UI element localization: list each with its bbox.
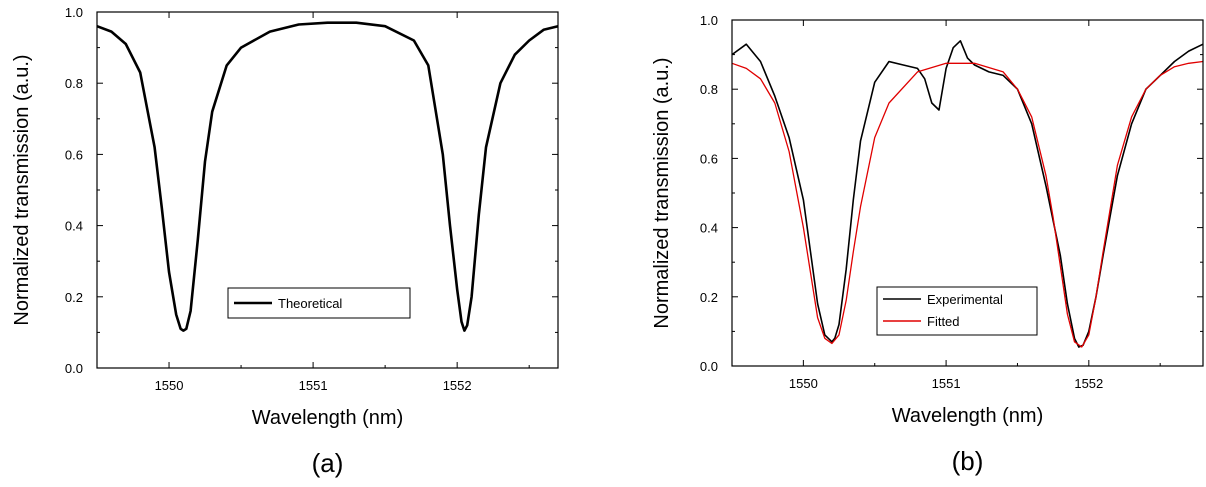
y-tick-label: 0.4	[700, 221, 718, 236]
x-axis-label: Wavelength (nm)	[252, 407, 404, 429]
panel-label: (a)	[312, 448, 344, 478]
y-tick-label: 0.8	[700, 82, 718, 97]
y-tick-label: 0.6	[700, 151, 718, 166]
y-tick-label: 1.0	[700, 13, 718, 28]
y-axis-label: Normalized transmission (a.u.)	[11, 54, 33, 325]
chart-panel-b: 1550 1551 1552 0.0 0.2 0.4 0.6 0.8 1.0 Wavelength…	[651, 13, 1204, 476]
y-tick-label: 0.2	[65, 290, 83, 305]
y-tick-label: 0.0	[65, 361, 83, 376]
x-tick-label: 1552	[443, 378, 472, 393]
x-tick-label: 1551	[299, 378, 328, 393]
legend-label-fitted: Fitted	[927, 314, 960, 329]
y-tick-label: 0.0	[700, 359, 718, 374]
legend: Theoretical	[227, 287, 411, 319]
series-line-fitted	[731, 60, 1204, 348]
y-tick-label: 0.8	[65, 76, 83, 91]
y-tick-label: 1.0	[65, 5, 83, 20]
x-tick-label: 1550	[789, 376, 818, 391]
legend-label-theoretical: Theoretical	[278, 296, 342, 311]
legend-label-experimental: Experimental	[927, 292, 1003, 307]
x-tick-label: 1552	[1074, 376, 1103, 391]
x-tick-label: 1550	[155, 378, 184, 393]
x-tick-label: 1551	[932, 376, 961, 391]
y-axis-label: Normalized transmission (a.u.)	[651, 57, 673, 328]
y-tick-label: 0.6	[65, 147, 83, 162]
legend: Experimental Fitted	[876, 286, 1038, 336]
panel-label: (b)	[952, 446, 984, 476]
legend-box	[876, 286, 1038, 336]
y-tick-label: 0.4	[65, 219, 83, 234]
x-axis-label: Wavelength (nm)	[892, 405, 1044, 427]
chart-panel-a: 1550 1551 1552 0.0 0.2 0.4 0.6 0.8 1.0 Wavelength…	[11, 5, 559, 478]
series-line-theoretical	[96, 21, 559, 332]
y-tick-label: 0.2	[700, 290, 718, 305]
